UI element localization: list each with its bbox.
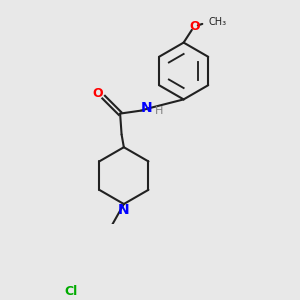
Text: N: N [141, 101, 153, 116]
Text: N: N [118, 203, 130, 217]
Text: O: O [190, 20, 200, 33]
Text: Cl: Cl [64, 285, 77, 298]
Text: H: H [155, 106, 163, 116]
Text: O: O [92, 87, 103, 100]
Text: CH₃: CH₃ [208, 17, 226, 27]
